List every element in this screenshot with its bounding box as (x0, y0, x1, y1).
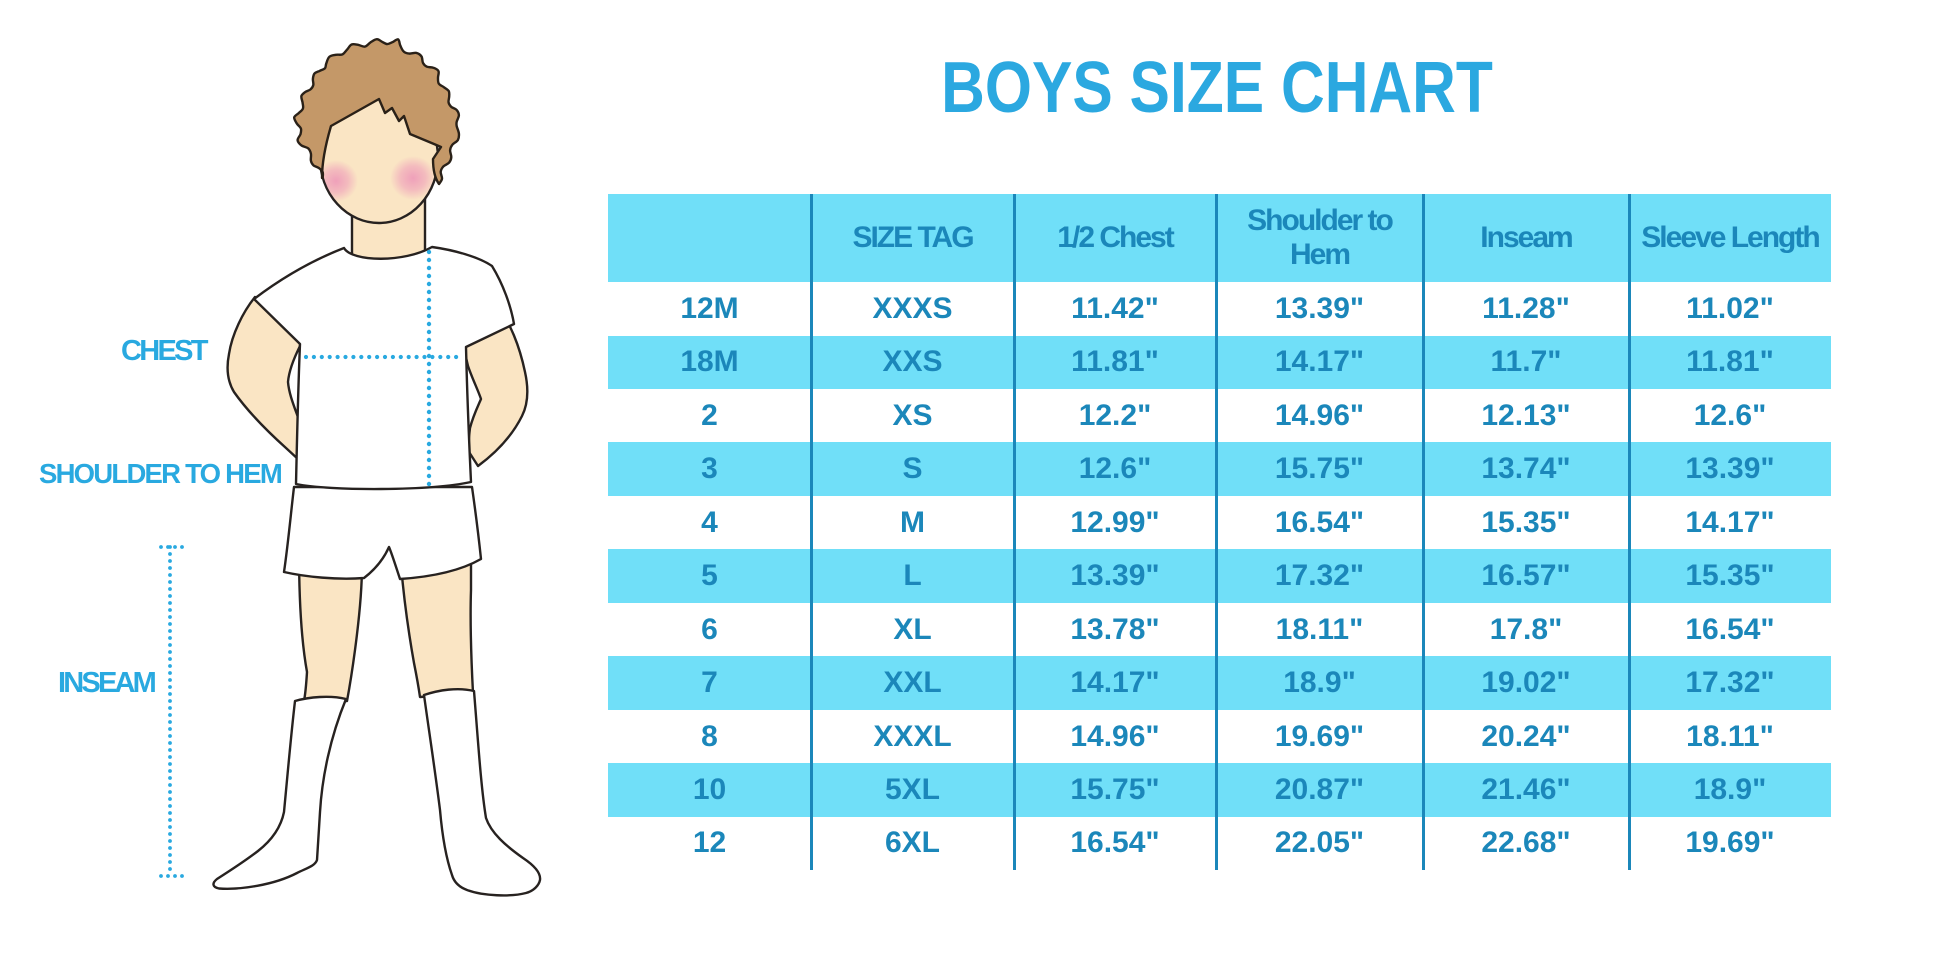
svg-text:INSEAM: INSEAM (58, 667, 156, 699)
svg-text:SHOULDER TO HEM: SHOULDER TO HEM (39, 458, 282, 489)
svg-text:CHEST: CHEST (121, 335, 209, 367)
